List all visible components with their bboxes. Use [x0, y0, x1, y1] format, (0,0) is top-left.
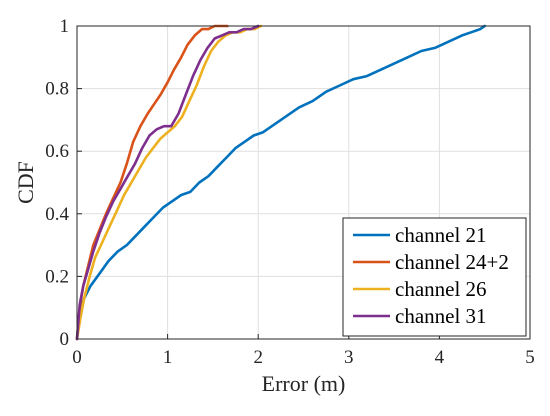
x-tick-label: 3 [344, 347, 354, 368]
series-lines [75, 24, 487, 341]
y-tick-label: 0.6 [45, 141, 69, 162]
legend-label-channel-26: channel 26 [395, 277, 487, 301]
y-axis-ticks: 0 0.2 0.4 0.6 0.8 1 [45, 16, 82, 350]
y-axis-title: CDF [13, 161, 38, 204]
grid [77, 26, 530, 339]
legend-label-channel-21: channel 21 [395, 223, 487, 247]
x-axis-ticks: 0 1 2 3 4 5 [72, 334, 535, 368]
series-line-channel-31 [75, 24, 260, 341]
x-tick-label: 2 [253, 347, 263, 368]
axes [76, 25, 531, 340]
y-tick-label: 0.8 [45, 79, 69, 100]
x-tick-label: 5 [525, 347, 535, 368]
series-line-channel-24-2 [75, 24, 229, 341]
x-tick-label: 0 [72, 347, 82, 368]
series-line-channel-26 [75, 24, 263, 341]
y-tick-label: 0.2 [45, 266, 69, 287]
legend-label-channel-31: channel 31 [395, 304, 487, 328]
legend-label-channel-24-2: channel 24+2 [395, 250, 509, 274]
y-tick-label: 1 [60, 16, 70, 37]
x-axis-title: Error (m) [262, 371, 346, 396]
x-tick-label: 1 [163, 347, 173, 368]
plot-frame [76, 25, 531, 340]
y-tick-label: 0 [60, 329, 70, 350]
series-line-channel-21 [75, 24, 487, 341]
x-tick-label: 4 [435, 347, 445, 368]
legend: channel 21 channel 24+2 channel 26 channel … [342, 217, 527, 337]
y-tick-label: 0.4 [45, 204, 69, 225]
